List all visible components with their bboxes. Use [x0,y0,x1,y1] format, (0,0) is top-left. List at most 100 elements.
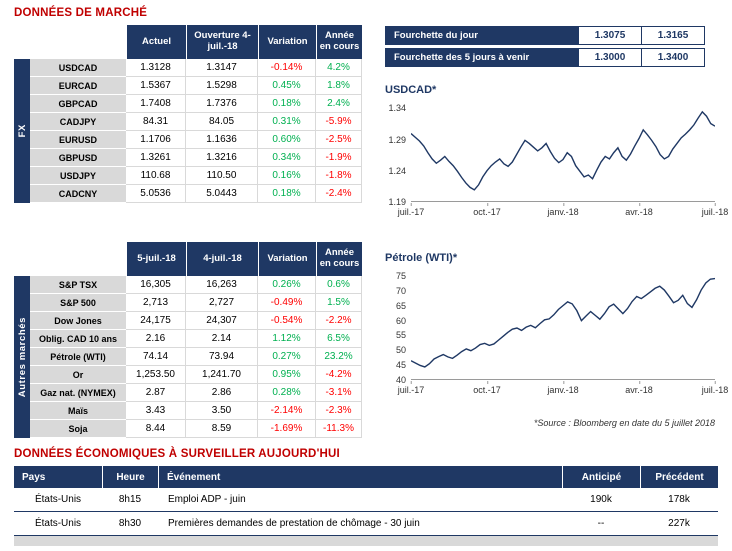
fourchette-high: 1.3400 [642,48,705,67]
x-tick-label: juil.-18 [701,203,729,217]
value-cell: -11.3% [316,420,362,438]
value-cell: 1.12% [258,330,316,348]
table-row: Pétrole (WTI) 74.14 73.94 0.27% 23.2% [30,348,362,366]
x-tick-label: juil.-17 [397,203,425,217]
chart-title: Pétrole (WTI)* [385,252,458,264]
value-cell: -0.14% [258,59,316,77]
markets-table-body: S&P TSX 16,305 16,263 0.26% 0.6% S&P 500 2,713… [30,276,362,438]
value-cell: 1.7408 [126,95,186,113]
event-cell: Emploi ADP - juin [168,494,246,505]
column-header: 5-juil.-18 [126,242,186,276]
column-header: Variation [258,242,316,276]
row-label: Gaz nat. (NYMEX) [30,384,126,402]
table-row: USDJPY 110.68 110.50 0.16% -1.8% [30,167,362,185]
value-cell: 0.26% [258,276,316,294]
markets-table: 5-juil.-18 4-juil.-18 Variation Année en… [14,242,362,438]
column-header: Anticipé [562,466,640,488]
row-label: S&P 500 [30,294,126,312]
value-cell: 16,305 [126,276,186,294]
fourchette-row: Fourchette des 5 jours à venir 1.3000 1.… [385,48,705,67]
table-row: Gaz nat. (NYMEX) 2.87 2.86 0.28% -3.1% [30,384,362,402]
source-note: *Source : Bloomberg en date du 5 juillet… [533,418,715,428]
row-label: Oblig. CAD 10 ans [30,330,126,348]
value-cell: -2.4% [316,185,362,203]
table-row: EURCAD 1.5367 1.5298 0.45% 1.8% [30,77,362,95]
y-tick-label: 65 [395,300,406,311]
value-cell: 0.6% [316,276,362,294]
x-tick-label: juil.-18 [701,381,729,395]
row-label: S&P TSX [30,276,126,294]
row-label: Maïs [30,402,126,420]
table-row: USDCAD 1.3128 1.3147 -0.14% 4.2% [30,59,362,77]
table-row: EURUSD 1.1706 1.1636 0.60% -2.5% [30,131,362,149]
x-tick-label: oct.-17 [473,381,501,395]
row-label: USDCAD [30,59,126,77]
column-header: Année en cours [316,242,362,276]
value-cell: 1.5367 [126,77,186,95]
value-cell: 6.5% [316,330,362,348]
row-label: Dow Jones [30,312,126,330]
fourchette-label: Fourchette des 5 jours à venir [385,48,579,67]
value-cell: 2.14 [186,330,258,348]
value-cell: 110.50 [186,167,258,185]
value-cell: 1.5% [316,294,362,312]
value-cell: 0.28% [258,384,316,402]
table-row: S&P TSX 16,305 16,263 0.26% 0.6% [30,276,362,294]
row-label: Soja [30,420,126,438]
econ-row: États-Unis 8h15 Emploi ADP - juin 190k 178k [14,488,718,512]
value-cell: 2.16 [126,330,186,348]
value-cell: 23.2% [316,348,362,366]
value-cell: 0.18% [258,185,316,203]
value-cell: 8.59 [186,420,258,438]
value-cell: -2.14% [258,402,316,420]
anticipated-cell: -- [597,518,605,529]
fourchette-low: 1.3000 [579,48,642,67]
y-tick-label: 1.19 [388,197,406,207]
value-cell: 0.16% [258,167,316,185]
column-header: Actuel [126,25,186,59]
fx-table-header: Actuel Ouverture 4-juil.-18 Variation An… [14,25,362,59]
table-row: S&P 500 2,713 2,727 -0.49% 1.5% [30,294,362,312]
fourchette-panel: Fourchette du jour 1.3075 1.3165 Fourche… [385,26,705,70]
wti-chart: Pétrole (WTI)* 40 45 50 55 60 65 70 75 juil.-17… [385,252,728,397]
y-tick-label: 1.29 [388,134,406,145]
value-cell: -0.54% [258,312,316,330]
row-label: EURCAD [30,77,126,95]
value-cell: 74.14 [126,348,186,366]
value-cell: 1.3216 [186,149,258,167]
table-row: Soja 8.44 8.59 -1.69% -11.3% [30,420,362,438]
chart-title: USDCAD* [385,84,437,96]
x-tick-label: avr.-18 [625,203,653,217]
markets-group-strip: Autres marchés [14,276,30,438]
value-cell: -1.69% [258,420,316,438]
value-cell: 2.4% [316,95,362,113]
value-cell: 1,253.50 [126,366,186,384]
country-cell: États-Unis [34,518,82,529]
value-cell: 2.86 [186,384,258,402]
column-header: Variation [258,25,316,59]
value-cell: 0.60% [258,131,316,149]
value-cell: 3.43 [126,402,186,420]
table-row: GBPUSD 1.3261 1.3216 0.34% -1.9% [30,149,362,167]
y-tick-label: 45 [395,360,406,371]
econ-row: États-Unis 8h30 Premières demandes de pres… [14,512,718,536]
x-tick-label: janv.-18 [547,381,579,395]
y-axis: 1.19 1.24 1.29 1.34 [385,102,411,207]
usdcad-chart: USDCAD* 1.19 1.24 1.29 1.34 juil.-17 oct.-17… [385,84,728,219]
column-header: Pays [22,471,46,483]
value-cell: 24,307 [186,312,258,330]
value-cell: 1.3147 [186,59,258,77]
fourchette-low: 1.3075 [579,26,642,45]
econ-table-header: Pays Heure Événement Anticipé Précédent [14,466,718,488]
markets-table-header: 5-juil.-18 4-juil.-18 Variation Année en… [14,242,362,276]
market-data-title: DONNÉES DE MARCHÉ [14,7,148,19]
value-cell: 24,175 [126,312,186,330]
time-cell: 8h30 [118,518,142,529]
x-tick-label: oct.-17 [473,203,501,217]
value-cell: 1.1636 [186,131,258,149]
table-row: Maïs 3.43 3.50 -2.14% -2.3% [30,402,362,420]
value-cell: 0.45% [258,77,316,95]
table-row: Oblig. CAD 10 ans 2.16 2.14 1.12% 6.5% [30,330,362,348]
previous-cell: 227k [668,518,690,529]
value-cell: 110.68 [126,167,186,185]
